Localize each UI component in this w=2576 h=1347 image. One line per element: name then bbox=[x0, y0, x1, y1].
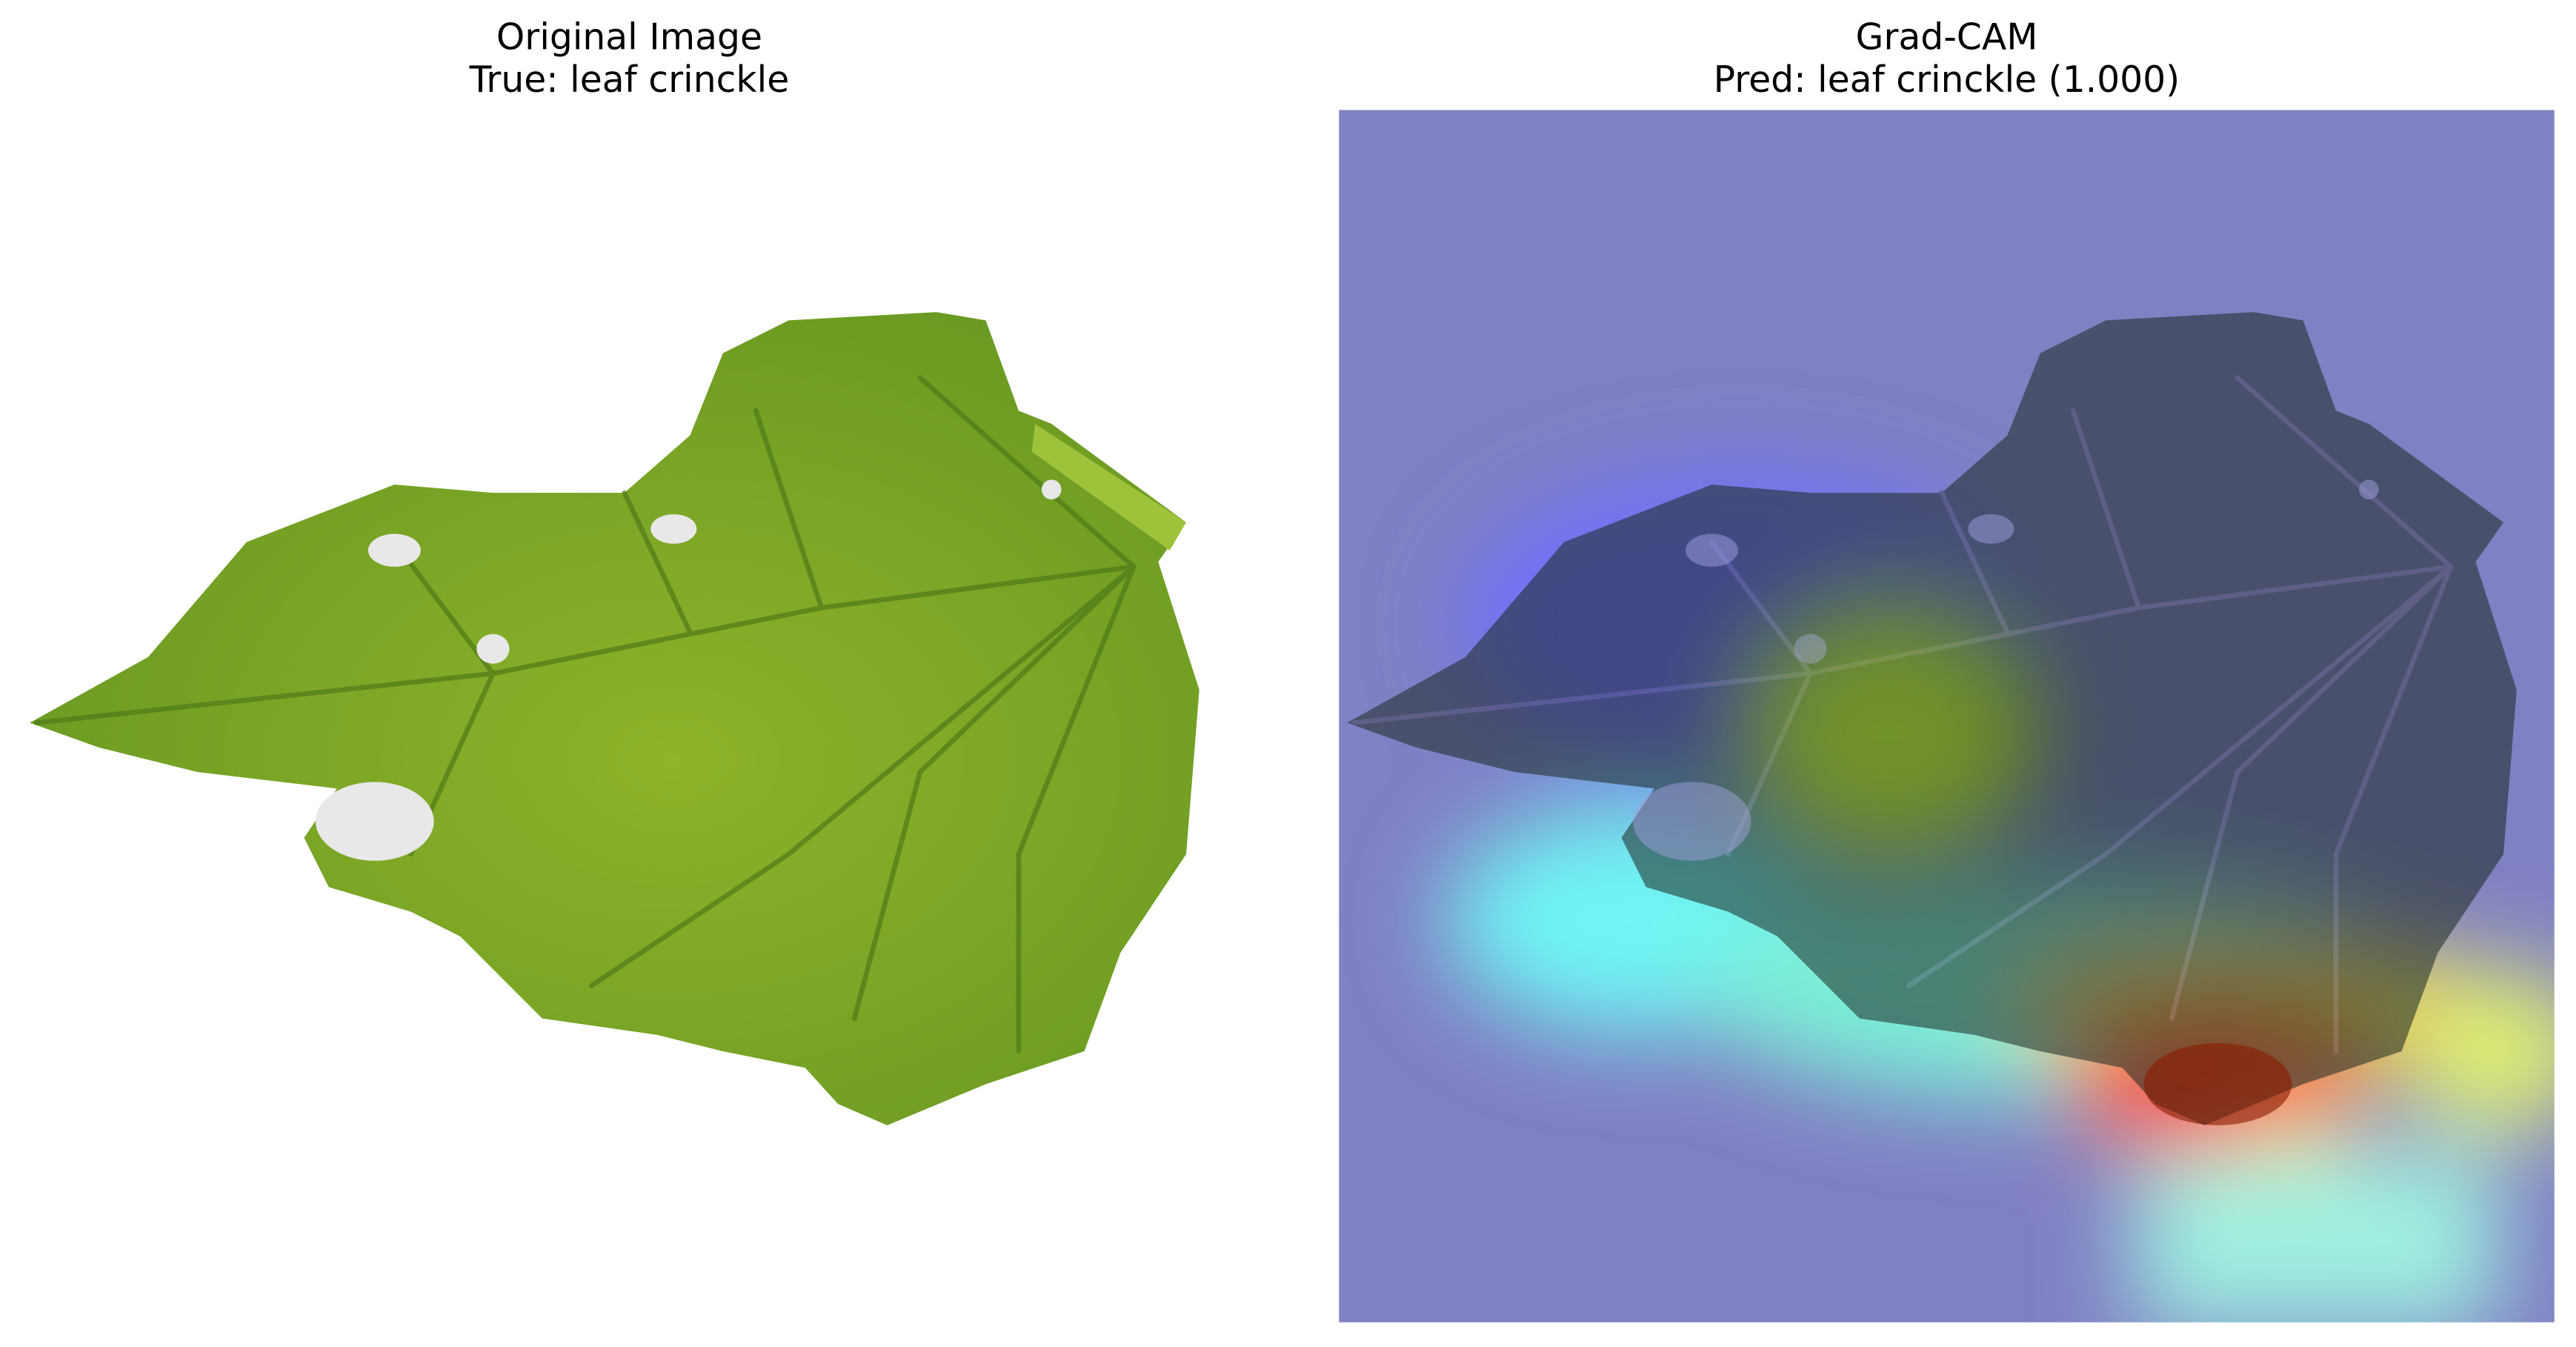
panel-subtitle: Pred: leaf crinckle (1.000) bbox=[1714, 59, 2180, 101]
original-image bbox=[30, 312, 1199, 1125]
gradcam-image bbox=[1339, 110, 2555, 1323]
panel-title: Grad-CAM bbox=[1856, 16, 2038, 59]
panel-title: Original Image bbox=[496, 16, 762, 59]
panel-subtitle: True: leaf crinckle bbox=[469, 59, 790, 101]
